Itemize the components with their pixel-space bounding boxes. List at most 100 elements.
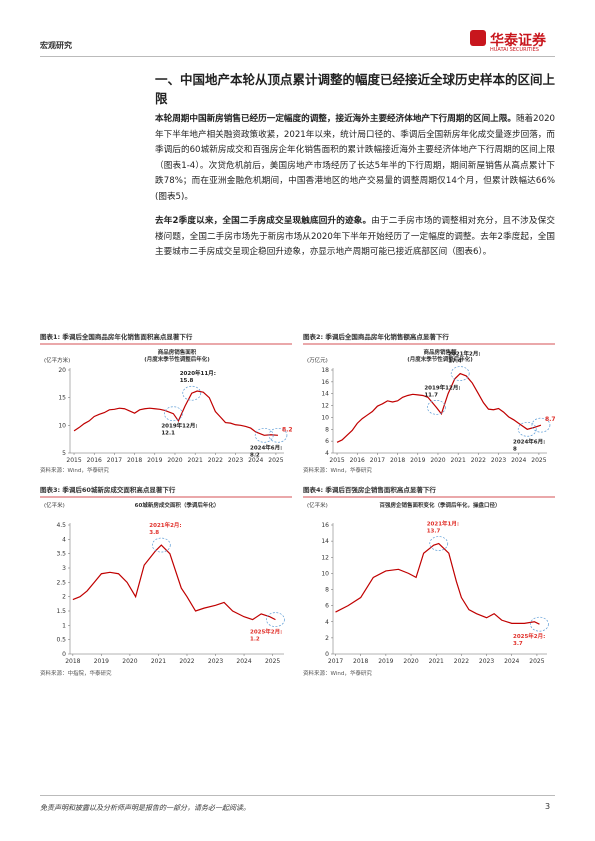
x-tick-label: 2018 [390,457,405,464]
y-tick-label: 16 [321,522,329,529]
x-tick-label: 2019 [410,457,425,464]
x-tick-label: 2022 [179,658,194,665]
annotation-label: 2025年2月: [250,628,282,636]
line [335,542,540,625]
chart-title: 商品房销售额 [423,348,457,356]
y-tick-label: 0 [62,651,66,658]
x-tick-label: 2017 [370,457,385,464]
y-tick-label: 4 [325,450,329,457]
y-tick-label: 4 [325,619,329,626]
x-tick-label: 2016 [350,457,365,464]
y-tick-label: 14 [321,391,329,398]
annotation-label: 2024年6月: [250,443,282,451]
y-tick-label: 12 [321,554,329,561]
x-tick-label: 2023 [228,457,243,464]
caption: 图表1: 季调后全国商品房年化销售面积高点显著下行 [40,332,193,341]
x-tick-label: 2025 [529,658,544,665]
y-tick-label: 0.5 [56,637,66,644]
highlight-circle [268,427,288,443]
x-tick-label: 2025 [531,457,546,464]
figure: 图表1: 季调后全国商品房年化销售面积高点显著下行商品房销售面积(月度末季节性调… [40,332,292,474]
y-tick-label: 1.5 [56,608,66,615]
source: 资料来源：Wind，华泰研究 [303,466,372,474]
footer-rule [40,795,555,796]
x-tick-label: 2022 [471,457,486,464]
caption: 图表2: 季调后全国商品房年化销售额高点显著下行 [303,332,449,341]
annotation-value: 12.1 [161,431,175,437]
x-tick-label: 2025 [265,658,280,665]
x-tick-label: 2021 [188,457,203,464]
section-title: 一、中国地产本轮从顶点累计调整的幅度已经接近全球历史样本的区间上限 [155,72,556,106]
x-tick-label: 2016 [87,457,102,464]
chart-title: 百强房企销售面积变化（季调后年化，操盘口径） [379,501,500,509]
lead: 本轮周期中国新房销售已经历一定幅度的调整，接近海外主要经济体地产下行周期的区间上… [155,114,516,124]
annotation-label: 2020年11月: [180,369,216,377]
annotation-label: 2019年12月: [424,383,460,391]
header-rule [40,56,555,57]
line [72,544,276,621]
x-tick-label: 2019 [94,658,109,665]
y-tick-label: 12 [321,403,329,410]
y-tick-label: 4 [62,536,66,543]
y-tick-label: 20 [58,367,66,374]
annotation-label: 2021年1月: [427,520,459,528]
highlight-circle [531,417,551,433]
logo-icon [470,30,486,46]
x-tick-label: 2017 [107,457,122,464]
x-tick-label: 2024 [248,457,263,464]
y-tick-label: 18 [321,367,329,374]
x-tick-label: 2022 [454,658,469,665]
y-tick-label: 0 [325,651,329,658]
y-tick-label: 10 [321,414,329,421]
y-tick-label: 5 [62,450,66,457]
x-tick-label: 2020 [167,457,182,464]
annotation-label: 2025年2月: [513,632,545,640]
y-tick-label: 3 [62,565,66,572]
x-tick-label: 2020 [403,658,418,665]
y-tick-label: 15 [58,395,66,402]
x-tick-label: 2020 [430,457,445,464]
highlight-circle [450,366,470,381]
y-tick-label: 2.5 [56,579,66,586]
y-tick-label: 10 [58,422,66,429]
y-tick-label: 8 [325,587,329,594]
body: 本轮周期中国新房销售已经历一定幅度的调整，接近海外主要经济体地产下行周期的区间上… [155,112,555,261]
chart-subtitle: (月度末季节性调整后年化) [407,355,473,363]
x-tick-label: 2024 [504,658,519,665]
y-tick-label: 8 [325,426,329,433]
annotation-value: 13.7 [427,529,441,535]
annotation-value: 8.7 [545,416,555,423]
highlight-circle [530,616,549,632]
y-tick-label: 10 [321,570,329,577]
y-tick-label: 16 [321,379,329,386]
x-tick-label: 2021 [151,658,166,665]
x-tick-label: 2023 [491,457,506,464]
chart-title: 60城新房成交面积（季调后年化） [135,501,220,509]
x-tick-label: 2023 [479,658,494,665]
annotation-value: 11.7 [424,392,438,398]
y-tick-label: 3.5 [56,551,66,558]
logo-text: 华泰证券 [490,33,546,49]
figure: 图表2: 季调后全国商品房年化销售额高点显著下行商品房销售额(月度末季节性调整后… [303,332,555,474]
line [336,372,542,443]
text: 由于二手房市场的调整相对充分，且不涉及保交楼问题，全国二手房市场先于新房市场从2… [155,216,555,257]
annotation-label: 2024年6月: [513,437,545,445]
y-tick-label: 6 [325,438,329,445]
y-tick-label: 6 [325,603,329,610]
annotation-label: 2021年2月: [149,521,181,529]
annotation-label: 2019年12月: [161,422,197,430]
x-tick-label: 2024 [511,457,526,464]
x-tick-label: 2015 [329,457,344,464]
disclaimer: 免责声明和披露以及分析师声明是报告的一部分，请务必一起阅读。 [40,804,250,812]
caption: 图表3: 季调后60城新房成交面积高点显著下行 [40,485,176,494]
x-tick-label: 2015 [66,457,81,464]
annotation-label: 2021年2月: [448,350,480,358]
logo-en: HUATAI SECURITIES [490,47,539,53]
y-axis-label: (万亿元) [307,356,328,364]
x-tick-label: 2018 [353,658,368,665]
y-tick-label: 2 [62,594,66,601]
chart-subtitle: (月度末季节性调整后年化) [144,355,210,363]
paragraph: 去年2季度以来，全国二手房成交呈现触底回升的迹象。由于二手房市场的调整相对充分，… [155,214,555,261]
x-tick-label: 2017 [328,658,343,665]
